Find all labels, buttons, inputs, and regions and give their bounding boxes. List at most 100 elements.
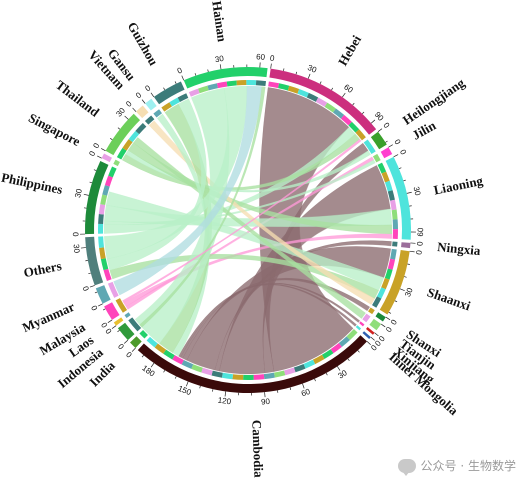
ribbon-hebei-thailand <box>121 133 361 191</box>
segment-arc-cambodia <box>137 335 368 394</box>
ribbon-hainan-myanmar <box>113 85 263 296</box>
inner-ring-stripe <box>246 80 257 86</box>
segment-arc-heilongjiang <box>370 131 387 150</box>
inner-ring-stripe <box>387 190 395 201</box>
inner-ring-stripe <box>163 349 175 360</box>
inner-ring-stripe <box>177 93 189 102</box>
tick-mark <box>117 329 120 333</box>
segment-label-guizhou: Guizhou <box>125 19 162 68</box>
inner-ring-stripe <box>154 343 167 354</box>
inner-ring-stripe <box>116 147 127 160</box>
tick-mark <box>124 115 129 120</box>
inner-ring-stripe <box>312 354 325 365</box>
segment-arc-xinjiang <box>366 327 375 335</box>
tick-mark <box>398 167 402 169</box>
tick-label: 180 <box>140 363 157 378</box>
tick-label: 90 <box>373 110 386 123</box>
ribbon-shaanxi-vietnam <box>148 120 375 305</box>
inner-ring-stripe <box>390 199 397 211</box>
tick-mark <box>388 311 392 314</box>
segment-arc-shaanxi <box>379 250 410 315</box>
inner-ring-stripe <box>124 312 131 319</box>
segment-arc-liaoning <box>385 156 412 240</box>
inner-ring-stripe <box>376 287 386 299</box>
inner-ring-stripe <box>338 336 351 347</box>
segment-arc-myanmar <box>95 285 111 304</box>
inner-ring-stripe <box>278 83 290 91</box>
segment-label-singapore: Singapore <box>26 110 83 149</box>
inner-ring-stripe <box>381 171 390 183</box>
inner-ring-stripe <box>198 85 209 94</box>
wechat-icon <box>397 458 416 476</box>
inner-ring-stripe <box>359 321 365 327</box>
inner-ring-stripe <box>128 130 140 143</box>
tick-label: 0 <box>389 317 399 326</box>
tick-label: 0 <box>415 241 424 247</box>
tick-label: 150 <box>177 384 193 397</box>
inner-ring-stripe <box>207 83 219 91</box>
tick-mark <box>403 179 406 182</box>
inner-ring-stripe <box>98 223 104 234</box>
segment-arc-hebei <box>269 68 377 135</box>
tick-mark <box>380 323 386 328</box>
tick-mark <box>185 381 189 387</box>
segment-arcs <box>85 67 412 394</box>
inner-ring-stripe <box>135 123 147 135</box>
inner-ring-stripe <box>391 209 398 220</box>
tick-mark <box>111 325 117 329</box>
tick-mark <box>97 155 102 159</box>
inner-ring-stripe <box>384 268 393 280</box>
tick-label: 30 <box>403 286 415 298</box>
tick-mark <box>194 73 197 76</box>
tick-mark <box>366 341 371 346</box>
inner-ring-stripe <box>169 97 180 107</box>
tick-mark <box>132 107 137 112</box>
segment-arc-tianjin <box>369 318 382 331</box>
inner-ring-stripe <box>153 109 163 118</box>
tick-mark <box>163 87 166 91</box>
segment-arc-thailand <box>105 113 141 156</box>
ribbon-liaoning-thailand <box>127 142 393 235</box>
inner-ring-stripe <box>348 121 360 133</box>
inner-ring-stripe <box>293 363 306 373</box>
inner-ring-stripe <box>355 129 366 141</box>
tick-label: 30 <box>412 186 423 197</box>
tick-mark <box>307 73 311 79</box>
inner-ring-stripe <box>355 325 362 331</box>
ribbon-inner-mongolia-cambodia <box>178 283 357 358</box>
tick-mark <box>199 385 201 389</box>
tick-label: 0 <box>384 325 394 334</box>
inner-ring-stripe <box>232 374 244 380</box>
tick-label: 30 <box>71 244 81 254</box>
segment-arc-guizhou <box>153 81 185 105</box>
tick-mark <box>88 272 91 275</box>
tick-mark <box>357 350 360 353</box>
tick-label: 60 <box>256 52 266 62</box>
inner-ring-stripe <box>103 268 112 281</box>
tick-label: 30 <box>73 187 84 198</box>
inner-ring-stripe <box>273 370 286 378</box>
tick-mark <box>150 362 155 368</box>
tick-label: 0 <box>99 321 109 330</box>
tick-mark <box>342 92 346 98</box>
inner-ring-stripe <box>392 219 398 230</box>
inner-ring-stripe <box>98 213 104 225</box>
tick-label: 0 <box>381 121 391 130</box>
segment-label-shaanxi: Shaanxi <box>425 284 473 313</box>
ribbon-tianjin-thailand <box>133 137 366 319</box>
tick-mark <box>94 291 98 294</box>
inner-ring-stripe <box>287 85 300 94</box>
tick-mark <box>406 191 412 194</box>
ribbon-shaanxi-philippines <box>105 191 385 291</box>
inner-ring-stripe <box>372 153 381 163</box>
inner-ring-stripe <box>100 194 108 206</box>
tick-mark <box>337 366 341 371</box>
inner-ring-stripe <box>263 372 275 380</box>
inner-ring-stripe <box>107 281 119 298</box>
segment-arc-malaysia <box>104 302 120 320</box>
inner-ring-stripe <box>144 115 155 125</box>
segment-arc-singapore <box>101 153 112 163</box>
tick-mark <box>385 316 391 321</box>
tick-mark <box>123 339 129 344</box>
